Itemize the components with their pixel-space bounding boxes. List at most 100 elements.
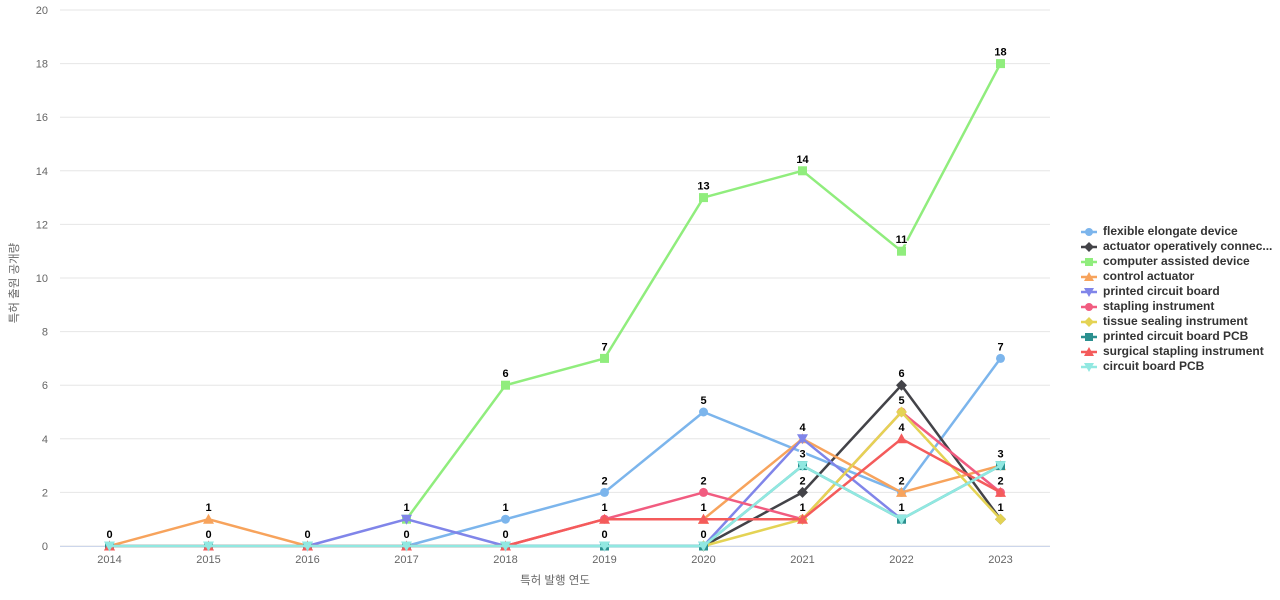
data-point[interactable] (996, 59, 1005, 69)
data-point[interactable] (896, 514, 907, 525)
x-axis-tick-label: 2021 (790, 554, 814, 566)
data-point-label: 2 (799, 475, 805, 487)
data-point[interactable] (203, 513, 214, 524)
data-point[interactable] (599, 513, 610, 524)
legend-marker-symbol (1084, 271, 1094, 281)
legend-item[interactable]: tissue sealing instrument (1081, 314, 1272, 329)
y-axis-tick-label: 10 (36, 273, 48, 285)
series-line (405, 357, 1002, 548)
legend-item[interactable]: control actuator (1081, 269, 1272, 284)
data-point-label: 3 (799, 449, 805, 461)
legend-item[interactable]: surgical stapling instrument (1081, 344, 1272, 359)
data-point[interactable] (600, 353, 609, 363)
data-point[interactable] (302, 541, 313, 552)
y-axis-tick-label: 2 (42, 487, 48, 499)
legend-item-label: control actuator (1103, 269, 1195, 283)
legend-marker-symbol (1084, 362, 1094, 372)
legend-marker-symbol (1085, 257, 1093, 266)
legend-marker-icon (1081, 332, 1097, 341)
data-point-label: 13 (697, 181, 709, 193)
data-point[interactable] (797, 513, 808, 524)
data-point-label: 11 (896, 234, 908, 246)
legend-item-label: actuator operatively connec... (1103, 239, 1273, 253)
data-point[interactable] (896, 486, 907, 497)
legend-item-label: circuit board PCB (1103, 359, 1205, 373)
x-axis-tick-label: 2017 (394, 554, 418, 566)
legend-marker-icon (1081, 257, 1097, 266)
data-point-label: 0 (601, 529, 607, 541)
data-point-label: 1 (700, 502, 706, 514)
legend-item-label: tissue sealing instrument (1103, 314, 1248, 328)
legend-item[interactable]: actuator operatively connec... (1081, 239, 1272, 254)
data-point[interactable] (896, 406, 907, 418)
y-axis-tick-label: 4 (42, 434, 48, 446)
legend-item[interactable]: printed circuit board PCB (1081, 329, 1272, 344)
data-point[interactable] (996, 353, 1005, 363)
data-point[interactable] (500, 541, 511, 552)
data-point[interactable] (896, 433, 907, 444)
legend-item[interactable]: printed circuit board (1081, 284, 1272, 299)
data-point-label: 5 (700, 395, 706, 407)
x-axis-tick-label: 2023 (988, 554, 1012, 566)
data-point[interactable] (797, 486, 808, 498)
legend-marker-icon (1081, 316, 1097, 327)
legend-marker-icon (1081, 287, 1097, 297)
legend-item-label: printed circuit board PCB (1103, 329, 1249, 343)
data-point[interactable] (699, 487, 708, 497)
data-point[interactable] (698, 541, 709, 552)
data-point[interactable] (501, 514, 510, 524)
data-point[interactable] (501, 380, 510, 390)
series-line (108, 464, 1002, 548)
x-axis-tick-label: 2016 (295, 554, 319, 566)
data-point[interactable] (897, 246, 906, 256)
data-point-label: 1 (799, 502, 805, 514)
legend-item-label: stapling instrument (1103, 299, 1215, 313)
data-point[interactable] (599, 541, 610, 552)
data-point[interactable] (401, 541, 412, 552)
y-axis-title: 특허 출원 공개량 (9, 242, 21, 324)
data-point[interactable] (104, 541, 115, 552)
legend: flexible elongate device actuator operati… (1081, 224, 1272, 374)
data-point[interactable] (798, 166, 807, 176)
data-point-label: 1 (601, 502, 607, 514)
data-point-label: 1 (997, 502, 1003, 514)
y-axis-tick-label: 12 (36, 219, 48, 231)
legend-marker-symbol (1085, 227, 1093, 236)
data-point[interactable] (203, 541, 214, 552)
data-point[interactable] (699, 407, 708, 417)
data-point-label: 4 (799, 422, 806, 434)
data-point-label: 14 (796, 154, 809, 166)
data-point[interactable] (995, 513, 1006, 525)
x-axis-tick-label: 2020 (691, 554, 715, 566)
data-point[interactable] (797, 434, 808, 445)
y-axis-tick-label: 18 (36, 59, 48, 71)
legend-item[interactable]: stapling instrument (1081, 299, 1272, 314)
legend-marker-symbol (1085, 302, 1093, 311)
legend-item[interactable]: circuit board PCB (1081, 359, 1272, 374)
data-point[interactable] (600, 487, 609, 497)
data-point-label: 5 (898, 395, 904, 407)
legend-marker-symbol (1084, 346, 1094, 356)
legend-item[interactable]: computer assisted device (1081, 254, 1272, 269)
data-point[interactable] (797, 461, 808, 472)
data-point[interactable] (995, 486, 1006, 497)
data-point-label: 1 (205, 502, 211, 514)
y-axis-tick-label: 20 (36, 5, 48, 17)
data-point[interactable] (401, 514, 412, 525)
data-point[interactable] (699, 193, 708, 203)
legend-marker-symbol (1085, 332, 1093, 341)
data-point[interactable] (995, 461, 1006, 472)
data-point-label: 2 (700, 475, 706, 487)
data-point-label: 4 (898, 422, 905, 434)
data-point-label: 6 (502, 368, 508, 380)
legend-marker-icon (1081, 302, 1097, 311)
y-axis-tick-label: 16 (36, 112, 48, 124)
data-point[interactable] (896, 379, 907, 391)
legend-item-label: computer assisted device (1103, 254, 1250, 268)
y-axis-tick-label: 6 (42, 380, 48, 392)
legend-item[interactable]: flexible elongate device (1081, 224, 1272, 239)
data-point[interactable] (698, 513, 709, 524)
data-point-label: 0 (502, 529, 508, 541)
